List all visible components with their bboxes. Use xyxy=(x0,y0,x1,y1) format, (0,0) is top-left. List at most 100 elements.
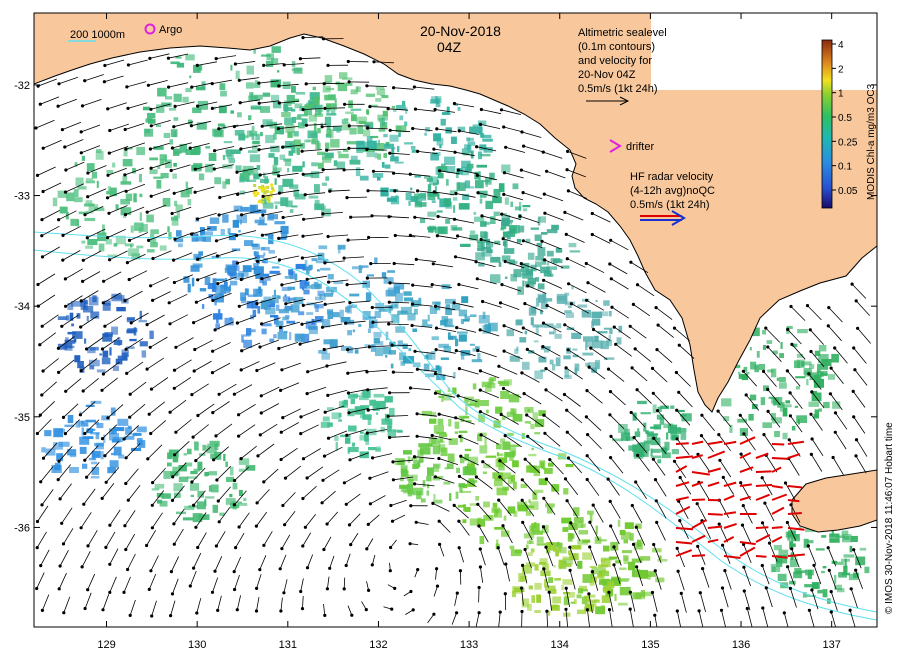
altimetry-arrow-dot xyxy=(699,434,704,438)
altimetry-line-3: and velocity for xyxy=(578,55,652,67)
altimetry-arrow-dot xyxy=(260,277,264,281)
altimetry-arrow-dot xyxy=(719,608,724,612)
chlorophyll-patch xyxy=(485,200,493,210)
chlorophyll-patch xyxy=(384,413,390,422)
chlorophyll-patch xyxy=(619,587,631,596)
chlorophyll-patch xyxy=(366,150,375,158)
altimetry-arrow-dot xyxy=(214,434,218,438)
chlorophyll-patch xyxy=(338,413,342,417)
altimetry-arrow xyxy=(233,556,242,572)
chlorophyll-patch xyxy=(327,422,333,427)
altimetry-arrow-dot xyxy=(523,457,527,461)
altimetry-arrow xyxy=(241,342,261,352)
altimetry-arrow-dot xyxy=(452,217,457,221)
chlorophyll-patch xyxy=(512,413,523,422)
altimetry-arrow xyxy=(435,568,437,580)
altimetry-scale-arrow-icon xyxy=(586,96,630,106)
altimetry-arrow-dot xyxy=(254,609,259,613)
chlorophyll-patch xyxy=(293,131,299,137)
chlorophyll-patch xyxy=(582,574,593,583)
altimetry-arrow-dot xyxy=(235,170,239,174)
chlorophyll-patch xyxy=(451,304,461,311)
altimetry-arrow xyxy=(631,367,648,382)
altimetry-arrow xyxy=(787,370,801,387)
chlorophyll-patch xyxy=(360,405,370,410)
altimetry-arrow xyxy=(368,407,389,411)
altimetry-arrow xyxy=(592,234,611,244)
altimetry-arrow-dot xyxy=(370,305,374,310)
altimetry-arrow-dot xyxy=(409,504,413,508)
radar-arrow xyxy=(755,555,767,558)
altimetry-arrow xyxy=(218,209,239,216)
chlorophyll-patch xyxy=(771,368,777,378)
altimetry-arrow xyxy=(544,212,564,221)
chlorophyll-patch xyxy=(464,314,467,321)
chlorophyll-patch xyxy=(855,556,866,566)
altimetry-arrow xyxy=(458,520,470,536)
altimetry-arrow-dot xyxy=(79,130,83,134)
chlorophyll-patch xyxy=(419,202,427,207)
chlorophyll-patch xyxy=(444,467,449,470)
chlorophyll-patch xyxy=(460,243,471,247)
chlorophyll-patch xyxy=(91,171,98,179)
chlorophyll-patch xyxy=(274,221,286,225)
chlorophyll-patch xyxy=(640,590,646,598)
altimetry-arrow xyxy=(543,568,549,588)
altimetry-arrow-dot xyxy=(479,237,483,242)
chlorophyll-patch xyxy=(752,404,758,410)
chlorophyll-patch xyxy=(483,246,491,250)
altimetry-arrow-dot xyxy=(217,213,221,217)
chlorophyll-patch xyxy=(469,234,479,241)
altimetry-arrow xyxy=(240,99,261,104)
chlorophyll-patch xyxy=(333,104,337,111)
chlorophyll-patch xyxy=(231,248,241,252)
chlorophyll-patch xyxy=(419,460,424,463)
chlorophyll-patch xyxy=(571,545,582,550)
chlorophyll-patch xyxy=(440,118,446,126)
altimetry-arrow-dot xyxy=(196,413,200,418)
altimetry-arrow xyxy=(524,549,532,568)
chlorophyll-patch xyxy=(237,112,242,118)
chlorophyll-patch xyxy=(577,609,586,615)
altimetry-arrow-dot xyxy=(36,282,40,287)
chlorophyll-patch xyxy=(460,318,464,325)
chlorophyll-patch xyxy=(591,600,600,603)
altimetry-arrow-dot xyxy=(697,609,701,613)
altimetry-arrow xyxy=(236,230,257,236)
altimetry-arrow-dot xyxy=(590,570,595,574)
chlorophyll-patch xyxy=(347,447,359,453)
chlorophyll-patch xyxy=(241,336,244,343)
altimetry-arrow xyxy=(214,146,235,152)
altimetry-arrow-dot xyxy=(282,591,286,595)
chlorophyll-patch xyxy=(639,556,651,561)
chlorophyll-patch xyxy=(582,552,592,560)
chlorophyll-patch xyxy=(297,114,308,117)
chlorophyll-patch xyxy=(317,151,326,155)
chlorophyll-patch xyxy=(292,116,296,123)
chlorophyll-patch xyxy=(315,260,325,264)
radar-arrow xyxy=(739,495,751,501)
chlorophyll-patch xyxy=(798,527,802,530)
colorbar-tick-label: 4 xyxy=(838,40,844,51)
chlorophyll-patch xyxy=(264,186,268,190)
chlorophyll-patch xyxy=(106,170,114,174)
altimetry-arrow xyxy=(218,507,231,523)
chlorophyll-patch xyxy=(359,120,366,124)
altimetry-arrow-dot xyxy=(387,300,391,304)
chlorophyll-patch xyxy=(458,430,468,433)
chlorophyll-patch xyxy=(215,323,220,330)
altimetry-arrow-dot xyxy=(64,168,68,172)
chlorophyll-patch xyxy=(483,147,493,153)
chlorophyll-patch xyxy=(393,283,405,290)
chlorophyll-patch xyxy=(124,435,135,440)
radar-arrow xyxy=(691,481,704,487)
chlorophyll-patch xyxy=(741,375,749,381)
chlorophyll-patch xyxy=(779,353,784,358)
altimetry-arrow xyxy=(719,460,732,478)
altimetry-arrow-dot xyxy=(215,254,219,258)
chlorophyll-patch xyxy=(621,550,633,554)
chlorophyll-patch xyxy=(87,239,98,246)
chlorophyll-patch xyxy=(267,214,274,221)
chlorophyll-patch xyxy=(426,475,432,482)
chlorophyll-patch xyxy=(462,193,470,201)
